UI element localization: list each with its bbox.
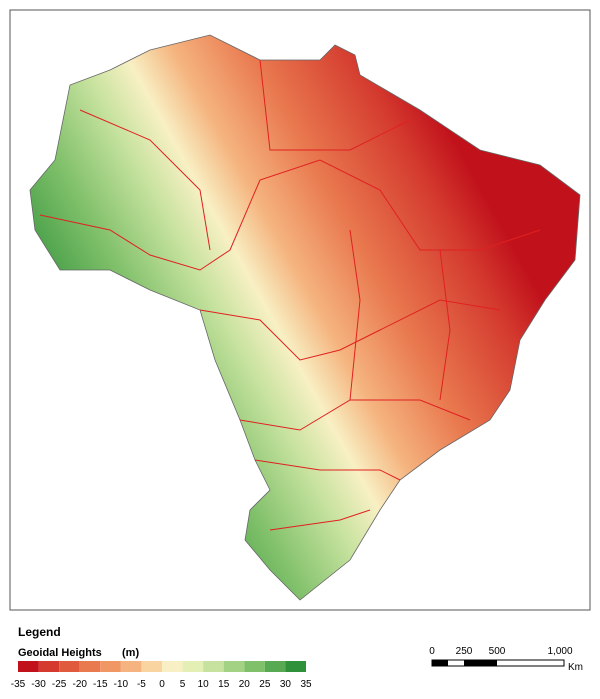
scale-bar-label: 1,000 [547,646,572,657]
scale-bar-unit: Km [568,662,583,673]
legend-tick-label: -30 [31,679,46,690]
legend-tick-label: -20 [72,679,87,690]
scale-bar-label: 0 [429,646,435,657]
legend-swatch [120,661,142,672]
legend-tick-label: -15 [93,679,108,690]
state-borders [39,59,541,531]
legend-tick-label: 35 [300,679,312,690]
legend-tick-label: 30 [280,679,292,690]
scale-bar-segment [432,660,448,666]
legend-swatch [264,661,286,672]
legend-tick-label: 25 [259,679,271,690]
legend-swatch [100,661,121,672]
legend-tick-label: 15 [218,679,230,690]
legend-color-bar: -35 -30 -25 -20 -15 -10 -5 0 5 10 15 20 25 30 35 [11,661,312,690]
legend-tick-label: -5 [137,679,146,690]
scale-bar-frame [431,659,565,667]
legend-tick-label: 0 [159,679,165,690]
brazil-geoid-map [29,34,581,601]
legend-swatch [59,661,80,672]
scale-bar-label: 250 [456,646,473,657]
legend-tick-label: 5 [180,679,186,690]
legend-swatch [162,661,183,672]
scale-bar: 0 250 500 1,000 Km [429,646,583,673]
legend-tick-label: -25 [52,679,67,690]
legend-swatch [38,661,60,672]
legend-swatch [285,661,306,672]
legend-swatch [182,661,204,672]
legend-swatch [141,661,162,672]
legend-swatch [244,661,265,672]
scale-bar-label: 500 [489,646,506,657]
legend-tick-label: 10 [198,679,210,690]
legend-unit: (m) [122,647,139,659]
legend-swatch [223,661,245,672]
legend-tick-label: -35 [11,679,26,690]
legend-tick-label: 20 [239,679,251,690]
legend-tick-label: -10 [114,679,129,690]
legend-heading: Legend [18,625,61,639]
scale-bar-segment [464,660,497,666]
legend-swatch [18,661,39,672]
legend-title: Geoidal Heights [18,647,102,659]
legend-swatch [79,661,101,672]
legend-swatch [203,661,224,672]
